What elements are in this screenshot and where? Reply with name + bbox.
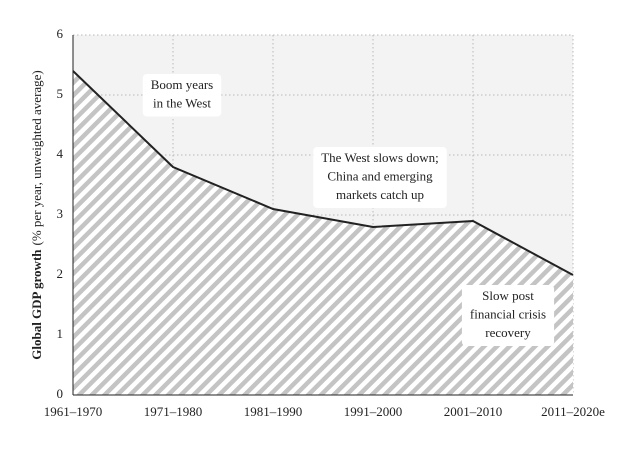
x-tick-label: 2001–2010 xyxy=(444,404,503,419)
y-tick-label: 5 xyxy=(57,86,64,101)
annotation-text: in the West xyxy=(153,95,211,110)
annotation-text: Boom years xyxy=(151,77,213,92)
y-tick-label: 3 xyxy=(57,206,64,221)
x-tick-label: 2011–2020e xyxy=(541,404,605,419)
y-tick-label: 2 xyxy=(57,266,64,281)
y-tick-label: 0 xyxy=(57,386,64,401)
x-tick-label: 1961–1970 xyxy=(44,404,103,419)
annotation-text: Slow post xyxy=(482,288,534,303)
annotation: Boom years in the West xyxy=(142,74,222,117)
line xyxy=(72,70,574,276)
area-group xyxy=(72,70,574,395)
annotation: Slow post financial crisis recovery xyxy=(461,285,555,346)
area xyxy=(73,71,573,395)
annotation-box xyxy=(461,285,555,346)
annotation-box xyxy=(142,74,222,117)
annotation-text: recovery xyxy=(485,325,531,340)
annotation-text: financial crisis xyxy=(470,306,546,321)
annotation-text: The West slows down; xyxy=(321,150,439,165)
y-tick-label: 6 xyxy=(57,26,64,41)
x-tick-label: 1981–1990 xyxy=(244,404,303,419)
y-tick-label: 1 xyxy=(57,326,64,341)
annotation-box xyxy=(313,147,447,208)
x-tick-label: 1971–1980 xyxy=(144,404,203,419)
annotation-text: China and emerging xyxy=(327,168,433,183)
y-tick-label: 4 xyxy=(57,146,64,161)
x-tick-label: 1991–2000 xyxy=(344,404,403,419)
annotation: The West slows down; China and emerging ma… xyxy=(313,147,447,208)
annotations: Boom years in the West The West slows down… xyxy=(142,74,555,346)
annotation-text: markets catch up xyxy=(336,187,424,202)
y-axis-title: Global GDP growth xyxy=(29,249,44,360)
y-axis-label: Global GDP growth (% per year, unweighted… xyxy=(29,70,44,360)
y-axis-note: (% per year, unweighted average) xyxy=(29,70,44,245)
